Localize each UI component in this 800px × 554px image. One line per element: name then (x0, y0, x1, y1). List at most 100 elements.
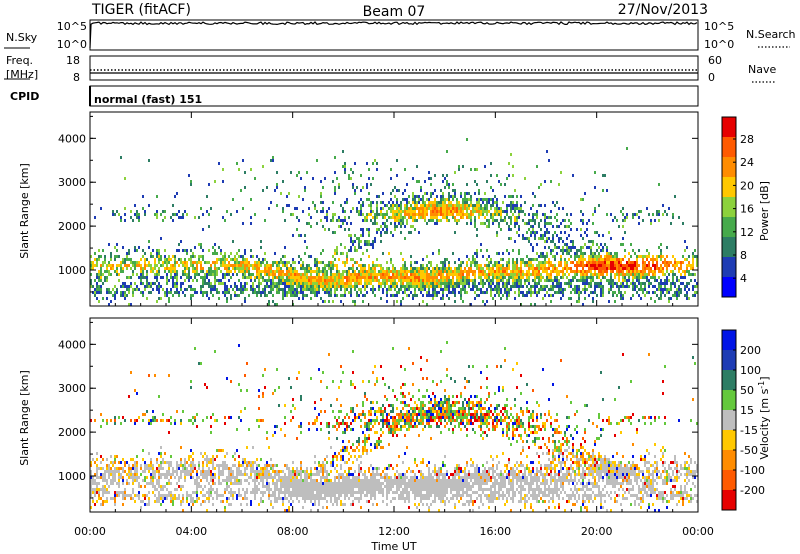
velocity-cell (154, 419, 156, 422)
velocity-cell (146, 494, 148, 497)
power-cell (168, 261, 170, 264)
power-cell (694, 294, 696, 297)
power-cell (648, 252, 650, 255)
power-cell (666, 291, 668, 294)
power-cell (374, 270, 376, 273)
power-cell (350, 276, 352, 279)
power-cell (146, 282, 148, 285)
velocity-cell (228, 485, 230, 488)
power-cell (414, 270, 416, 273)
power-cell (280, 267, 282, 270)
power-cell (582, 219, 584, 222)
power-cell (400, 303, 402, 306)
power-cell (566, 249, 568, 252)
power-cell (394, 276, 396, 279)
velocity-cell (258, 419, 260, 422)
power-cell (200, 255, 202, 258)
power-cell (584, 291, 586, 294)
power-cell (332, 231, 334, 234)
power-cell (314, 261, 316, 264)
power-cell (370, 288, 372, 291)
power-cell (582, 276, 584, 279)
power-cell (90, 282, 92, 285)
power-cell (534, 282, 536, 285)
power-cell (444, 201, 446, 204)
power-cell (244, 264, 246, 267)
power-cell (524, 222, 526, 225)
power-cell (500, 270, 502, 273)
power-cell (258, 261, 260, 264)
power-cell (466, 276, 468, 279)
velocity-cell (144, 479, 146, 482)
velocity-cell (268, 488, 270, 491)
power-cell (584, 270, 586, 273)
power-cell (502, 270, 504, 273)
power-cell (126, 267, 128, 270)
power-cell (312, 270, 314, 273)
power-cell (394, 267, 396, 270)
power-cell (186, 264, 188, 267)
power-cell (414, 213, 416, 216)
power-cell (642, 282, 644, 285)
power-ylabel: Slant Range [km] (18, 163, 31, 259)
velocity-cell (256, 458, 258, 461)
power-cell (184, 264, 186, 267)
power-cell (376, 273, 378, 276)
power-cell (386, 210, 388, 213)
power-cell (512, 249, 514, 252)
velocity-cell (100, 497, 102, 500)
power-cell (544, 279, 546, 282)
power-cell (506, 285, 508, 288)
power-cell (658, 288, 660, 291)
velocity-cell (218, 479, 220, 482)
power-cell (298, 297, 300, 300)
power-cell (512, 204, 514, 207)
power-cell (334, 213, 336, 216)
power-cell (618, 288, 620, 291)
power-cell (252, 288, 254, 291)
power-cell (188, 276, 190, 279)
power-cell (392, 279, 394, 282)
velocity-cell (148, 503, 150, 506)
power-cell (614, 264, 616, 267)
power-cell (486, 264, 488, 267)
power-cell (626, 273, 628, 276)
power-cell (654, 273, 656, 276)
velocity-cell (158, 452, 160, 455)
power-cell (278, 279, 280, 282)
power-cell (182, 264, 184, 267)
power-cell (508, 267, 510, 270)
power-cell (586, 234, 588, 237)
power-cell (442, 201, 444, 204)
power-cell (246, 264, 248, 267)
power-cell (626, 213, 628, 216)
power-cell (510, 195, 512, 198)
power-cell (544, 219, 546, 222)
power-cell (224, 276, 226, 279)
power-cell (428, 171, 430, 174)
power-cell (594, 231, 596, 234)
power-cell (440, 219, 442, 222)
power-cell (506, 207, 508, 210)
velocity-cell (280, 428, 282, 431)
velocity-cell (228, 473, 230, 476)
power-cell (366, 273, 368, 276)
power-cell (670, 285, 672, 288)
power-cell (278, 285, 280, 288)
power-cell (328, 282, 330, 285)
power-cell (586, 270, 588, 273)
power-cell (174, 258, 176, 261)
power-cell (658, 297, 660, 300)
power-cell (368, 168, 370, 171)
velocity-cell (262, 395, 264, 398)
power-cell (358, 201, 360, 204)
power-cell (694, 291, 696, 294)
power-cell (506, 282, 508, 285)
power-cell (548, 273, 550, 276)
power-cell (668, 288, 670, 291)
power-cell (402, 192, 404, 195)
power-cell (538, 270, 540, 273)
power-cell (454, 189, 456, 192)
power-cell (156, 195, 158, 198)
power-cell (474, 282, 476, 285)
